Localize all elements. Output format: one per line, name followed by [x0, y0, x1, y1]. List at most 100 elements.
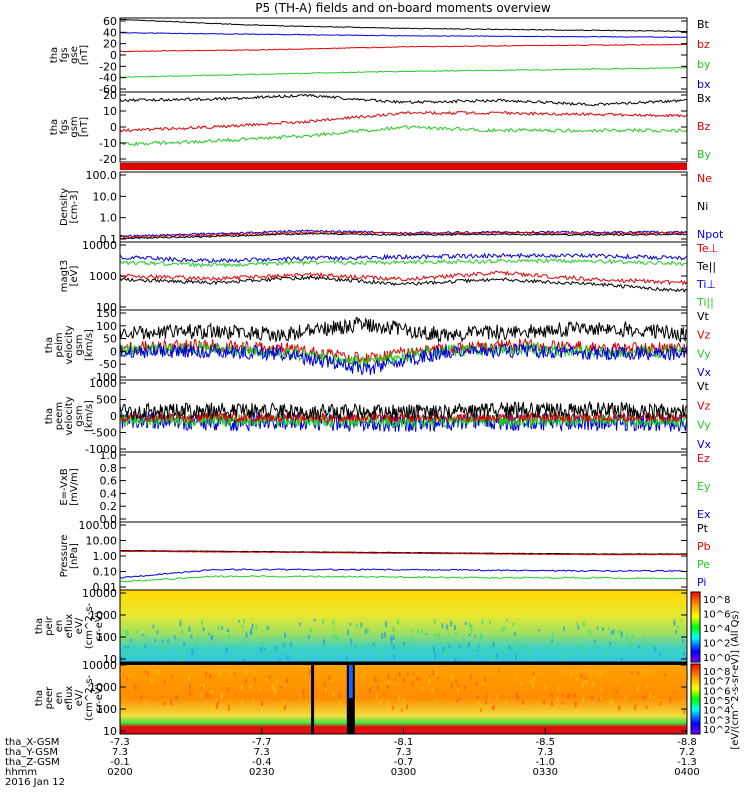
spectrogram-speck	[332, 690, 335, 696]
panel-frame	[119, 451, 688, 523]
spectrogram-speck	[283, 700, 286, 707]
spectrogram-speck	[605, 650, 608, 657]
spectrogram-speck	[353, 645, 356, 650]
spectrogram-speck	[576, 622, 579, 625]
spectrogram-speck	[261, 701, 264, 706]
spectrogram-speck	[238, 642, 241, 647]
y-axis-label: tha	[44, 337, 55, 353]
y-tick-label: 1.00	[93, 550, 118, 563]
legend-entry: Vt	[697, 310, 710, 323]
spectrogram-speck	[308, 669, 311, 675]
spectrogram-speck	[410, 635, 413, 640]
y-tick-label: -40	[99, 72, 117, 85]
y-axis-label: peer	[44, 686, 55, 710]
y-tick-label: 20	[103, 89, 117, 102]
y-axis-label: E=-VxB	[59, 468, 70, 505]
spectrogram-speck	[380, 685, 383, 688]
spectrogram-speck	[447, 649, 450, 653]
y-axis-label: eV/	[74, 617, 85, 634]
spectrogram-speck	[290, 642, 292, 648]
panel-peir-eflux-content	[120, 590, 687, 664]
series-Ni	[119, 232, 688, 240]
spectrogram-speck	[385, 625, 388, 629]
spectrogram-speck	[163, 679, 166, 684]
spectrogram-speck	[208, 632, 210, 636]
spectrogram-speck	[505, 648, 508, 653]
spectrogram-speck	[175, 687, 178, 690]
spectrogram-speck	[652, 696, 655, 699]
spectrogram-speck	[265, 677, 268, 682]
spectrogram-speck	[642, 670, 645, 673]
spectrogram-speck	[376, 685, 379, 690]
spectrogram-speck	[508, 646, 511, 650]
spectrogram-speck	[200, 692, 203, 698]
spectrogram-speck	[496, 653, 499, 658]
spectrogram-speck	[275, 679, 278, 685]
spectrogram-speck	[553, 645, 556, 649]
y-tick-label: 100	[96, 320, 117, 333]
x-row-label: tha_Z-GSM	[5, 757, 60, 768]
spectrogram-speck	[283, 705, 286, 711]
series-Te-perp	[119, 270, 688, 286]
spectrogram-speck	[505, 699, 508, 704]
legend-entry: Bt	[697, 18, 710, 31]
panel-pressure: 100.00 10.00 1.00 0.10 0.01 Pressure [nPa] Pt Pb…	[59, 519, 711, 594]
spectrogram-speck	[322, 619, 324, 624]
legend-entry: Bx	[697, 92, 712, 105]
spectrogram-speck	[645, 705, 648, 710]
spectrogram-speck	[516, 656, 519, 661]
spectrogram-speck	[471, 658, 474, 664]
legend-entry: Ni	[697, 200, 708, 213]
spectrogram-speck	[626, 633, 629, 640]
spectrogram-speck	[421, 687, 424, 691]
spectrogram-speck	[175, 695, 178, 701]
y-axis-label: sr-eV)	[94, 611, 105, 640]
spectrogram-speck	[274, 646, 277, 651]
spectrogram-speck	[406, 672, 409, 677]
spectrogram-speck	[332, 626, 335, 629]
spectrogram-speck	[551, 632, 554, 638]
spectrogram-speck	[130, 638, 133, 642]
spectrogram-speck	[412, 672, 415, 676]
spectrogram-speck	[345, 656, 348, 660]
spectrogram-speck	[398, 695, 401, 701]
spectrogram-speck	[392, 635, 395, 641]
series-Ti-par	[119, 257, 688, 268]
panel-density-content	[119, 229, 688, 240]
spectrogram-speck	[683, 656, 686, 659]
spectrogram-speck	[188, 676, 191, 681]
spectrogram-speck	[620, 658, 623, 661]
spectrogram-speck	[513, 631, 516, 636]
spectrogram-speck	[464, 621, 467, 625]
legend-entry: Ez	[697, 452, 710, 465]
spectrogram-speck	[364, 671, 367, 675]
spectrogram-speck	[349, 623, 352, 626]
spectrogram-speck	[217, 624, 220, 630]
spectrogram-speck	[194, 706, 197, 711]
spectrogram-speck	[658, 698, 661, 703]
spectrogram-speck	[336, 635, 339, 641]
spectrogram-speck	[393, 644, 395, 650]
spectrogram-speck	[228, 633, 231, 639]
spectrogram-speck	[417, 630, 420, 635]
spectrogram-speck	[144, 670, 147, 674]
spectrogram-speck	[563, 653, 566, 659]
y-tick-label: 0	[110, 345, 117, 358]
spectrogram-speck	[573, 693, 576, 698]
spectrogram-speck	[249, 685, 252, 690]
y-tick-label: 20	[103, 38, 117, 51]
spectrogram-speck	[477, 699, 480, 702]
y-tick-label: 100.0	[86, 169, 118, 182]
spectrogram-speck	[582, 697, 585, 702]
spectrogram-speck	[310, 628, 312, 632]
spectrogram-speck	[252, 699, 255, 706]
spectrogram-speck	[347, 629, 350, 636]
x-tick-label: -0.1	[110, 757, 130, 768]
spectrogram-speck	[462, 637, 465, 643]
spectrogram-speck	[676, 625, 679, 629]
y-tick-label: 0	[110, 121, 117, 134]
series-Te-par	[119, 274, 688, 294]
spectrogram-speck	[514, 644, 517, 650]
spectrogram-speck	[488, 694, 490, 700]
